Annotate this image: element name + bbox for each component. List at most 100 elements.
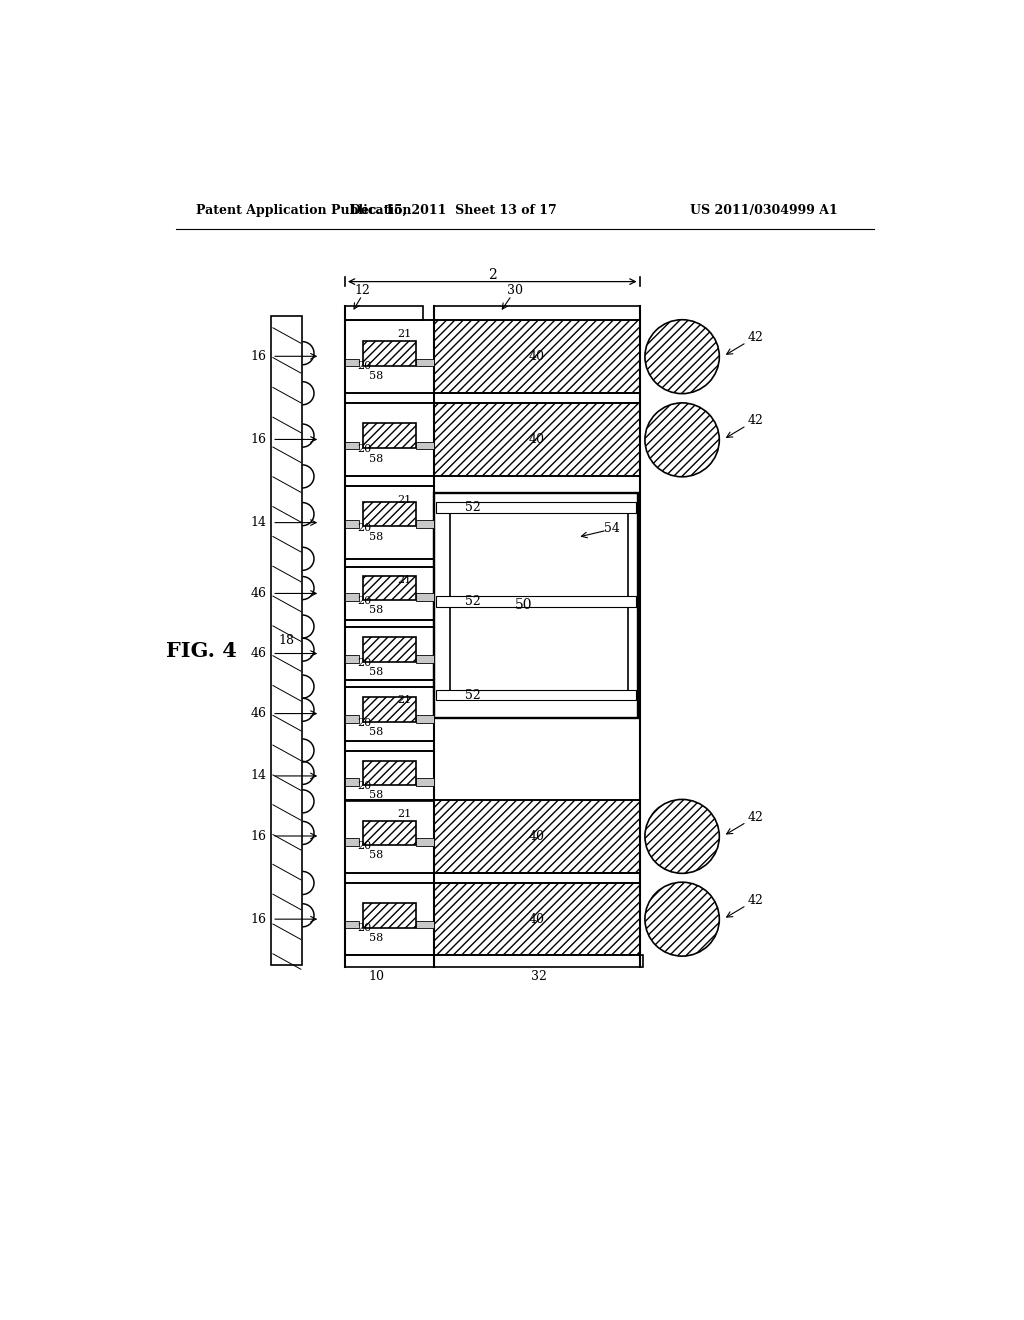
Bar [362,502,416,527]
Bar [345,800,434,873]
Bar [450,512,628,697]
Text: 54: 54 [604,521,621,535]
Bar [345,627,434,681]
Text: 16: 16 [250,433,266,446]
Bar [434,404,640,477]
Bar [345,359,359,367]
Text: 20: 20 [357,841,372,851]
Text: 30: 30 [508,284,523,297]
Bar [416,921,434,928]
Text: 21: 21 [396,576,411,585]
Bar [434,800,640,873]
Bar [434,321,640,393]
Bar [362,576,416,601]
Text: 16: 16 [250,829,266,842]
Bar [416,442,434,449]
Text: 52: 52 [465,500,480,513]
Text: 58: 58 [369,532,383,543]
Text: Dec. 15, 2011  Sheet 13 of 17: Dec. 15, 2011 Sheet 13 of 17 [350,205,557,218]
Bar [345,655,359,663]
Bar [345,520,359,528]
Text: 14: 14 [250,770,266,783]
Bar [362,821,416,845]
Text: 42: 42 [748,810,764,824]
Text: 12: 12 [354,284,370,297]
Text: 58: 58 [369,606,383,615]
Bar [362,638,416,663]
Bar [362,341,416,366]
Bar [345,442,359,449]
Text: 21: 21 [396,809,411,818]
Bar [362,424,416,447]
Text: 20: 20 [357,362,372,371]
Text: 20: 20 [357,597,372,606]
Text: 46: 46 [250,708,266,721]
Bar [434,393,640,404]
Bar [345,715,359,723]
Bar [416,655,434,663]
Text: 16: 16 [250,912,266,925]
Text: 58: 58 [369,727,383,737]
Text: 18: 18 [279,634,295,647]
Text: 20: 20 [357,781,372,791]
Bar [416,520,434,528]
Text: 46: 46 [250,587,266,601]
Text: 20: 20 [357,924,372,933]
Bar [362,821,416,845]
Bar [345,838,359,846]
Bar [434,404,640,477]
Bar [434,321,640,393]
Text: 40: 40 [528,350,545,363]
Bar [362,697,416,722]
Bar [345,956,643,966]
Text: 21: 21 [396,696,411,705]
Text: 42: 42 [748,894,764,907]
Text: 16: 16 [250,350,266,363]
Text: 32: 32 [530,970,547,982]
Bar [345,921,359,928]
Bar [362,502,416,527]
Text: 58: 58 [369,850,383,861]
Bar [345,686,434,741]
Text: 58: 58 [369,371,383,380]
Bar [435,595,636,607]
Text: 58: 58 [369,791,383,800]
Bar [362,576,416,601]
Bar [362,424,416,447]
Bar [435,502,636,512]
Circle shape [645,403,719,477]
Bar [345,566,434,620]
Bar [345,594,359,601]
Text: 42: 42 [748,414,764,428]
Text: 10: 10 [368,970,384,982]
Bar [416,715,434,723]
Text: 40: 40 [528,829,545,842]
Text: 40: 40 [528,433,545,446]
Bar [434,873,640,883]
Text: 20: 20 [357,445,372,454]
Bar [271,317,302,965]
Bar [362,903,416,928]
Circle shape [645,319,719,393]
Text: 52: 52 [465,689,480,702]
Bar [345,779,359,785]
Text: 58: 58 [369,933,383,942]
Bar [362,341,416,366]
Text: 20: 20 [357,657,372,668]
Bar [434,494,638,718]
Bar [434,883,640,956]
Bar [362,903,416,928]
Bar [434,306,640,321]
Text: Patent Application Publication: Patent Application Publication [197,205,412,218]
Bar [362,760,416,785]
Text: 21: 21 [396,495,411,506]
Bar [362,638,416,663]
Bar [345,883,434,956]
Bar [345,321,434,393]
Bar [416,594,434,601]
Text: 52: 52 [465,594,480,607]
Circle shape [645,800,719,874]
Text: 20: 20 [357,523,372,533]
Bar [345,306,423,321]
Text: 58: 58 [369,454,383,463]
